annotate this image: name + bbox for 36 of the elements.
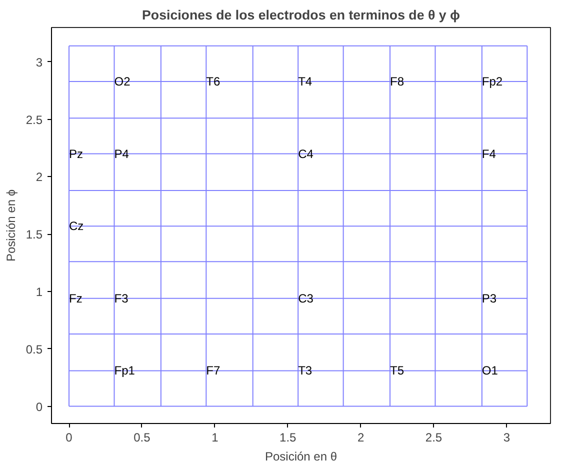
x-tick-label: 1.5 (280, 430, 297, 444)
annotation: Fp2 (482, 74, 503, 88)
annotation: F8 (390, 74, 404, 88)
y-tick-label: 0.5 (26, 342, 43, 356)
x-tick-label: 0 (66, 430, 73, 444)
y-tick-label: 0 (36, 400, 43, 414)
annotation: P3 (482, 291, 497, 306)
x-tick-label: 2.5 (425, 430, 442, 444)
annotation: T5 (390, 364, 404, 378)
annotation: C4 (298, 146, 314, 161)
annotation: T3 (298, 364, 312, 378)
y-tick-label: 2 (36, 170, 43, 184)
x-axis-title: Posición en θ (264, 450, 338, 464)
annotation: Fz (69, 291, 82, 306)
y-tick-label: 3 (36, 55, 43, 70)
x-tick-label: 2 (357, 430, 364, 444)
annotation: Pz (69, 146, 84, 161)
annotation: Cz (69, 219, 84, 234)
y-tick-label: 2.5 (26, 112, 43, 127)
x-tick-label: 1 (212, 430, 219, 444)
annotation: T4 (298, 74, 312, 88)
annotation: Fp1 (114, 364, 136, 378)
annotation: O1 (482, 364, 498, 378)
annotation: O2 (114, 74, 131, 88)
annotation: F3 (114, 291, 129, 306)
annotation: F7 (206, 364, 220, 378)
y-tick-label: 1.5 (26, 228, 43, 242)
annotation: P4 (114, 146, 130, 161)
x-tick-label: 3 (503, 430, 510, 444)
x-tick-label: 0.5 (134, 430, 151, 444)
annotation: C3 (298, 291, 314, 306)
y-axis-title: Posición en ϕ (4, 189, 18, 262)
chart-title: Posiciones de los electrodos en terminos de θ y ϕ (142, 8, 460, 22)
annotation: F4 (482, 146, 496, 161)
y-tick-label: 1 (36, 285, 43, 299)
annotation: T6 (206, 74, 220, 88)
